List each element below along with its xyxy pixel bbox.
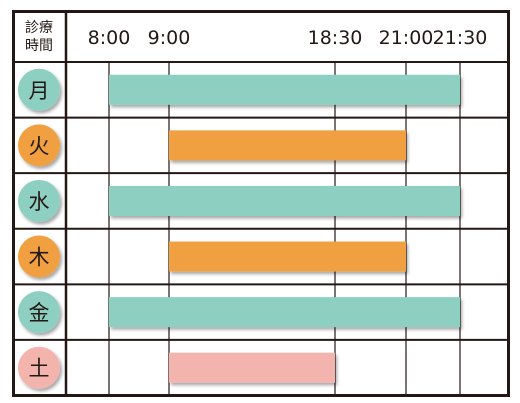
hours-bar [109, 297, 460, 328]
chart-frame [12, 10, 510, 397]
x-tick-label: 9:00 [148, 27, 191, 49]
day-label: 金 [29, 301, 50, 325]
x-tick-label: 18:30 [308, 27, 363, 49]
day-circle [18, 68, 60, 111]
hours-bar [109, 74, 460, 105]
day-label: 土 [29, 357, 50, 381]
day-label: 月 [29, 79, 50, 103]
day-circle [18, 291, 60, 334]
header-label-line2: 時間 [25, 38, 53, 54]
day-circle [18, 346, 60, 389]
x-tick-label: 21:30 [433, 27, 488, 49]
x-tick-label: 8:00 [88, 27, 131, 49]
bars-layer [18, 68, 460, 389]
hours-bar [169, 352, 335, 383]
day-label: 火 [29, 134, 50, 158]
hours-bar [169, 241, 406, 272]
day-circle [18, 179, 60, 222]
grid-layer [13, 11, 509, 396]
hours-bar [169, 130, 406, 161]
day-circle [18, 124, 60, 167]
hours-bar [109, 185, 460, 216]
day-label: 水 [29, 190, 50, 214]
x-tick-label: 21:00 [379, 27, 434, 49]
day-circle [18, 235, 60, 278]
header-label-line1: 診療 [25, 19, 53, 36]
day-label: 木 [29, 246, 50, 270]
